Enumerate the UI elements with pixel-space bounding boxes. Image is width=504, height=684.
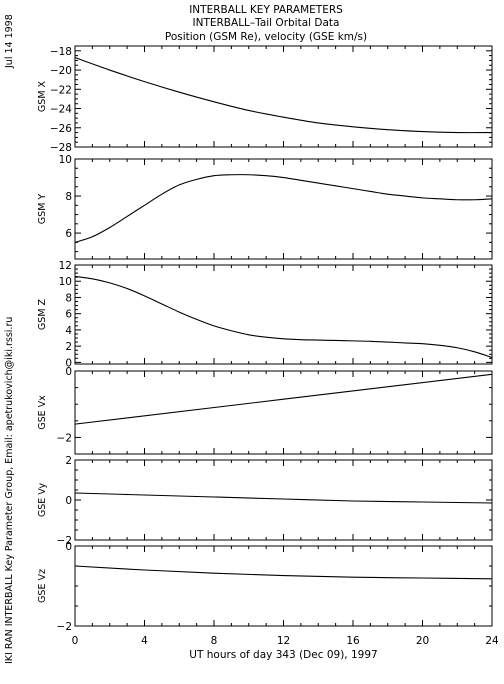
title-line-3: Position (GSM Re), velocity (GSE km/s) bbox=[165, 31, 367, 43]
panel-frame bbox=[74, 545, 493, 627]
y-tick-label: −28 bbox=[50, 142, 72, 154]
y-axis-label: GSM Z bbox=[37, 298, 48, 330]
title-line-1: INTERBALL KEY PARAMETERS bbox=[189, 4, 343, 16]
y-tick-label: 6 bbox=[65, 309, 72, 321]
y-tick-label: −26 bbox=[50, 123, 72, 135]
panel-frame bbox=[74, 370, 493, 455]
title-line-2: INTERBALL–Tail Orbital Data bbox=[193, 17, 340, 29]
series-line-gsm-y bbox=[74, 174, 493, 243]
y-axis-label: GSM X bbox=[37, 80, 48, 112]
y-tick-label: −2 bbox=[57, 535, 72, 547]
x-tick-label: 8 bbox=[211, 635, 218, 647]
y-tick-label: 4 bbox=[65, 325, 72, 337]
series-line-gse-vz bbox=[74, 565, 493, 580]
panel-gsm-x: −28 −26 −24 −22 −20 −18 GSM X bbox=[37, 45, 493, 154]
y-tick-label: 6 bbox=[65, 228, 72, 240]
y-tick-label: 0 bbox=[65, 366, 72, 378]
y-tick-label: 2 bbox=[65, 455, 72, 467]
y-tick-label: −22 bbox=[50, 84, 72, 96]
x-axis-label: UT hours of day 343 (Dec 09), 1997 bbox=[189, 649, 377, 661]
y-tick-label: 0 bbox=[65, 495, 72, 507]
x-tick-label: 4 bbox=[141, 635, 148, 647]
x-tick-label: 20 bbox=[416, 635, 429, 647]
y-axis-label: GSE Vy bbox=[37, 482, 48, 517]
y-tick-label: 10 bbox=[59, 276, 72, 288]
y-tick-label: −2 bbox=[57, 432, 72, 444]
side-credit-label: IKI RAN INTERBALL Key Parameter Group, E… bbox=[4, 317, 15, 664]
panel-gse-vx: −2 0 GSE Vx bbox=[37, 366, 493, 455]
y-tick-label: −20 bbox=[50, 65, 72, 77]
y-tick-label: 8 bbox=[65, 191, 72, 203]
y-axis-label: GSM Y bbox=[37, 194, 48, 225]
panel-frame bbox=[74, 158, 493, 260]
y-tick-label: 10 bbox=[59, 154, 72, 166]
series-line-gsm-x bbox=[74, 57, 493, 134]
x-tick-label: 16 bbox=[346, 635, 360, 647]
y-tick-label: 12 bbox=[59, 260, 72, 272]
y-tick-label: 2 bbox=[65, 341, 72, 353]
x-tick-label: 0 bbox=[72, 635, 79, 647]
y-axis-label: GSE Vx bbox=[37, 395, 48, 430]
y-tick-label: 0 bbox=[65, 357, 72, 369]
series-line-gse-vx bbox=[74, 373, 493, 425]
y-tick-label: 8 bbox=[65, 292, 72, 304]
y-tick-label: −24 bbox=[50, 104, 72, 116]
side-date-label: Jul 14 1998 bbox=[4, 14, 15, 69]
series-line-gsm-z bbox=[74, 275, 493, 359]
panel-gsm-z: 0 2 4 6 8 10 12 GSM Z bbox=[37, 260, 493, 369]
panel-gse-vy: −2 0 2 GSE Vy bbox=[37, 455, 493, 547]
panel-frame bbox=[74, 459, 493, 541]
x-tick-label: 12 bbox=[277, 635, 290, 647]
y-tick-label: −2 bbox=[57, 621, 72, 633]
y-tick-label: −18 bbox=[50, 46, 72, 58]
series-line-gse-vy bbox=[74, 492, 493, 504]
y-axis-label: GSE Vz bbox=[37, 569, 48, 603]
panel-gsm-y: 6 8 10 GSM Y bbox=[37, 154, 493, 260]
panel-frame bbox=[74, 264, 493, 365]
x-tick-label: 24 bbox=[485, 635, 499, 647]
panel-gse-vz: −2 0 GSE Vz bbox=[37, 541, 493, 633]
y-tick-label: 0 bbox=[65, 541, 72, 553]
